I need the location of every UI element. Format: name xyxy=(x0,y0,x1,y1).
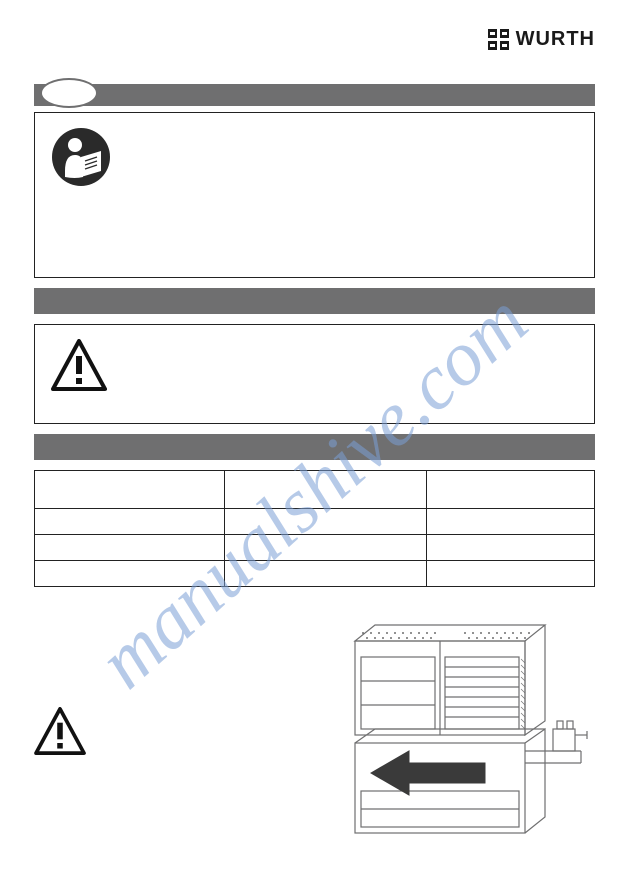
wurth-logo-icon xyxy=(488,29,510,51)
table-row xyxy=(35,561,595,587)
section-bar-2 xyxy=(34,434,595,460)
table-cell xyxy=(426,561,594,587)
warning-triangle-icon xyxy=(51,339,107,391)
table-cell xyxy=(225,471,427,509)
language-bar xyxy=(34,84,595,106)
arrow-left-icon xyxy=(371,751,485,795)
table-cell xyxy=(35,471,225,509)
table-row xyxy=(35,509,595,535)
brand-logo: WURTH xyxy=(488,28,595,51)
table-row xyxy=(35,535,595,561)
table-cell xyxy=(35,509,225,535)
warning-triangle-icon xyxy=(34,707,86,755)
info-box-read-manual xyxy=(34,112,595,278)
language-oval xyxy=(40,78,98,108)
table-row xyxy=(35,471,595,509)
spec-table xyxy=(34,470,595,587)
table-cell xyxy=(225,509,427,535)
table-cell xyxy=(426,535,594,561)
section-bar-1 xyxy=(34,288,595,314)
read-manual-icon xyxy=(51,127,111,187)
table-cell xyxy=(35,561,225,587)
table-cell xyxy=(426,509,594,535)
table-cell xyxy=(225,561,427,587)
table-cell xyxy=(426,471,594,509)
cabinet-diagram xyxy=(335,617,595,853)
warning-box xyxy=(34,324,595,424)
brand-name: WURTH xyxy=(516,28,595,51)
table-cell xyxy=(35,535,225,561)
table-cell xyxy=(225,535,427,561)
lower-section xyxy=(34,617,595,853)
lower-warning xyxy=(34,617,317,760)
